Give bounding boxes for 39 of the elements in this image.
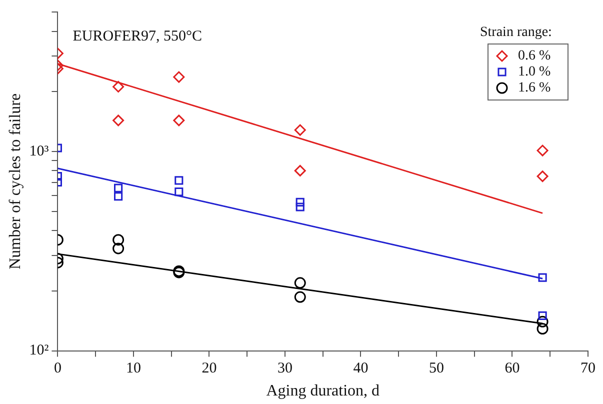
point: [114, 192, 123, 201]
point: [294, 164, 306, 176]
x-tick-label: 20: [202, 360, 217, 377]
x-tick-label: 70: [580, 360, 596, 377]
point: [112, 242, 124, 254]
point: [294, 124, 306, 136]
point: [112, 114, 124, 126]
x-tick-label: 50: [428, 360, 444, 377]
y-tick-label: 10³: [29, 143, 50, 160]
legend-title: Strain range:: [480, 25, 552, 40]
y-tick-label: 10²: [29, 342, 50, 359]
x-axis-title: Aging duration, d: [266, 382, 380, 400]
point: [296, 202, 304, 212]
annotation: EUROFER97, 550°C: [72, 28, 202, 44]
point: [536, 144, 548, 156]
x-tick-label: 40: [353, 360, 368, 377]
legend-label: 0.6 %: [518, 48, 551, 64]
x-tick-label: 60: [504, 360, 520, 377]
point: [174, 176, 184, 185]
point: [538, 311, 547, 320]
point: [536, 316, 548, 328]
legend-label: 1.0 %: [518, 64, 551, 80]
point: [174, 188, 184, 196]
point: [112, 80, 124, 92]
point: [296, 198, 304, 207]
x-tick-label: 10: [126, 360, 141, 377]
point: [294, 291, 306, 303]
y-axis-title: Number of cycles to failure: [6, 93, 24, 270]
point: [536, 170, 548, 182]
point: [294, 277, 306, 289]
point: [173, 71, 185, 83]
x-tick-label: 0: [54, 360, 62, 377]
point: [538, 273, 547, 282]
point: [112, 234, 124, 246]
legend-label: 1.6 %: [518, 80, 551, 96]
point: [173, 114, 185, 126]
point: [536, 322, 548, 334]
x-tick-label: 30: [277, 360, 292, 377]
point: [114, 184, 123, 192]
